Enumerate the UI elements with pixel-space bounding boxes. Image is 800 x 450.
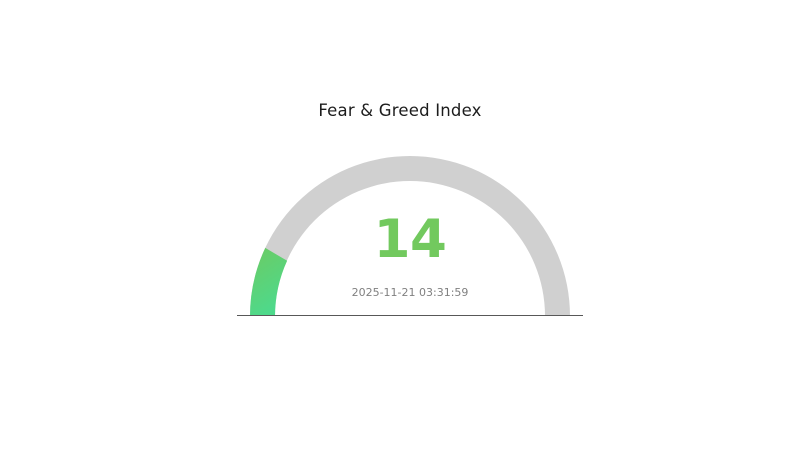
gauge-track-arc [250,156,570,316]
gauge-timestamp: 2025-11-21 03:31:59 [351,286,469,299]
gauge-svg [250,156,570,316]
gauge-value-text: 14 [373,209,447,270]
gauge-chart [230,146,590,326]
gauge-value-arc [250,247,288,316]
page-title: Fear & Greed Index [318,101,482,120]
gauge-baseline [237,315,583,316]
